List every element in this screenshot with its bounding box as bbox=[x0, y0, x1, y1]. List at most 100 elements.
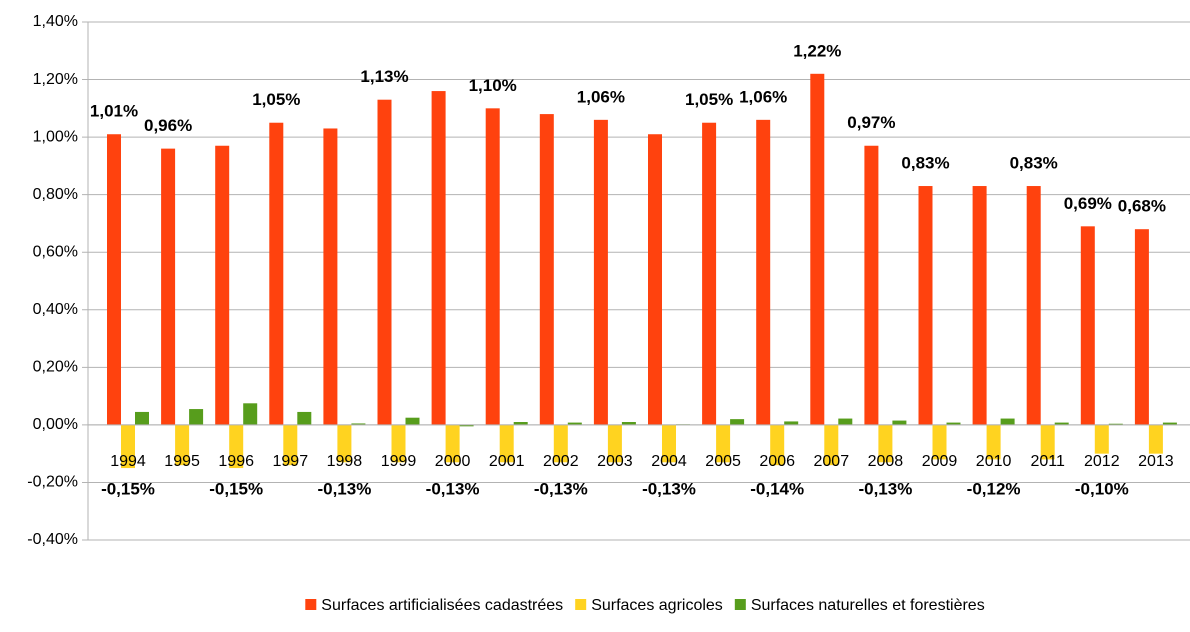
bar bbox=[107, 134, 121, 425]
x-tick-label: 2010 bbox=[976, 453, 1012, 470]
bar bbox=[770, 424, 785, 466]
bar bbox=[730, 419, 745, 425]
bar bbox=[351, 423, 366, 425]
data-label: -0,14% bbox=[750, 479, 804, 498]
bar bbox=[607, 424, 622, 463]
bar bbox=[1134, 229, 1149, 425]
x-tick-label: 2001 bbox=[489, 453, 525, 470]
legend-label: Surfaces artificialisées cadastrées bbox=[321, 597, 563, 614]
x-tick-label: 2000 bbox=[435, 453, 471, 470]
bar bbox=[269, 122, 284, 425]
x-tick-label: 1995 bbox=[164, 453, 200, 470]
bar bbox=[297, 411, 312, 425]
y-tick-label: 0,80% bbox=[33, 186, 78, 203]
bar bbox=[485, 108, 500, 425]
y-tick-label: 0,00% bbox=[33, 416, 78, 433]
bar bbox=[824, 424, 839, 466]
bar bbox=[499, 424, 514, 463]
y-tick-label: 1,40% bbox=[33, 13, 78, 30]
data-label: 1,05% bbox=[685, 90, 733, 109]
data-label: 1,13% bbox=[360, 67, 408, 86]
y-tick-label: 0,60% bbox=[33, 243, 78, 260]
data-label: 0,83% bbox=[1010, 154, 1058, 173]
x-tick-label: 2011 bbox=[1030, 453, 1065, 470]
bar bbox=[121, 424, 135, 469]
data-label: -0,13% bbox=[858, 479, 912, 498]
bar bbox=[1054, 422, 1069, 425]
y-tick-label: 0,40% bbox=[33, 301, 78, 318]
y-tick-label: -0,20% bbox=[27, 474, 78, 491]
bar bbox=[702, 122, 717, 425]
bar bbox=[189, 409, 204, 425]
bar bbox=[377, 99, 392, 425]
bar bbox=[1108, 423, 1123, 425]
x-tick-label: 1994 bbox=[110, 453, 146, 470]
bar bbox=[215, 145, 230, 425]
bar bbox=[878, 424, 893, 463]
x-tick-label: 2003 bbox=[597, 453, 633, 470]
bar bbox=[1080, 226, 1095, 425]
bar bbox=[864, 145, 879, 425]
data-label: -0,15% bbox=[209, 479, 263, 498]
data-label: 0,96% bbox=[144, 116, 192, 135]
data-label: 0,68% bbox=[1118, 197, 1166, 216]
x-tick-label: 1997 bbox=[273, 453, 309, 470]
bar bbox=[323, 128, 338, 425]
bar bbox=[1040, 424, 1055, 460]
data-label: 1,22% bbox=[793, 41, 841, 60]
bar bbox=[892, 420, 907, 425]
x-tick-label: 2005 bbox=[705, 453, 741, 470]
bar bbox=[135, 411, 149, 425]
y-tick-label: 1,00% bbox=[33, 128, 78, 145]
bar bbox=[756, 119, 771, 425]
data-label: -0,13% bbox=[317, 479, 371, 498]
data-label: 0,69% bbox=[1064, 194, 1112, 213]
bar bbox=[784, 421, 799, 425]
bar bbox=[648, 134, 662, 425]
x-tick-label: 1999 bbox=[381, 453, 417, 470]
bar bbox=[1000, 418, 1015, 425]
bar bbox=[810, 73, 825, 425]
data-label: -0,12% bbox=[967, 479, 1021, 498]
bar bbox=[459, 424, 474, 427]
data-label: -0,13% bbox=[642, 479, 696, 498]
bar bbox=[918, 186, 933, 425]
bar bbox=[662, 424, 676, 463]
bar bbox=[1148, 424, 1163, 454]
data-label: 0,97% bbox=[847, 113, 895, 132]
legend-swatch bbox=[575, 599, 587, 610]
y-tick-label: 1,20% bbox=[33, 71, 78, 88]
bar bbox=[175, 424, 190, 466]
bar bbox=[593, 119, 608, 425]
data-label: 1,06% bbox=[577, 87, 625, 106]
data-label: -0,13% bbox=[426, 479, 480, 498]
data-label: 0,83% bbox=[901, 154, 949, 173]
data-label: 1,01% bbox=[90, 102, 138, 121]
bar bbox=[445, 424, 460, 463]
legend-swatch bbox=[305, 599, 317, 610]
x-tick-label: 2012 bbox=[1084, 453, 1120, 470]
x-tick-label: 2006 bbox=[759, 453, 795, 470]
legend-swatch bbox=[734, 599, 746, 610]
bar bbox=[553, 424, 568, 463]
bar bbox=[621, 422, 636, 425]
bar bbox=[932, 424, 947, 460]
data-label: -0,13% bbox=[534, 479, 588, 498]
data-label: 1,10% bbox=[469, 76, 517, 95]
bar bbox=[391, 424, 406, 463]
bar bbox=[1162, 422, 1177, 425]
x-tick-label: 2009 bbox=[922, 453, 958, 470]
bar bbox=[405, 417, 420, 425]
x-tick-label: 2004 bbox=[651, 453, 687, 470]
y-tick-label: -0,40% bbox=[27, 531, 78, 548]
bar bbox=[986, 424, 1001, 460]
x-tick-label: 2008 bbox=[868, 453, 904, 470]
y-tick-label: 0,20% bbox=[33, 359, 78, 376]
data-label: 1,06% bbox=[739, 87, 787, 106]
legend-label: Surfaces agricoles bbox=[591, 597, 723, 614]
bar bbox=[838, 418, 853, 425]
x-tick-label: 1998 bbox=[327, 453, 363, 470]
x-tick-label: 2002 bbox=[543, 453, 579, 470]
data-label: -0,15% bbox=[101, 479, 155, 498]
